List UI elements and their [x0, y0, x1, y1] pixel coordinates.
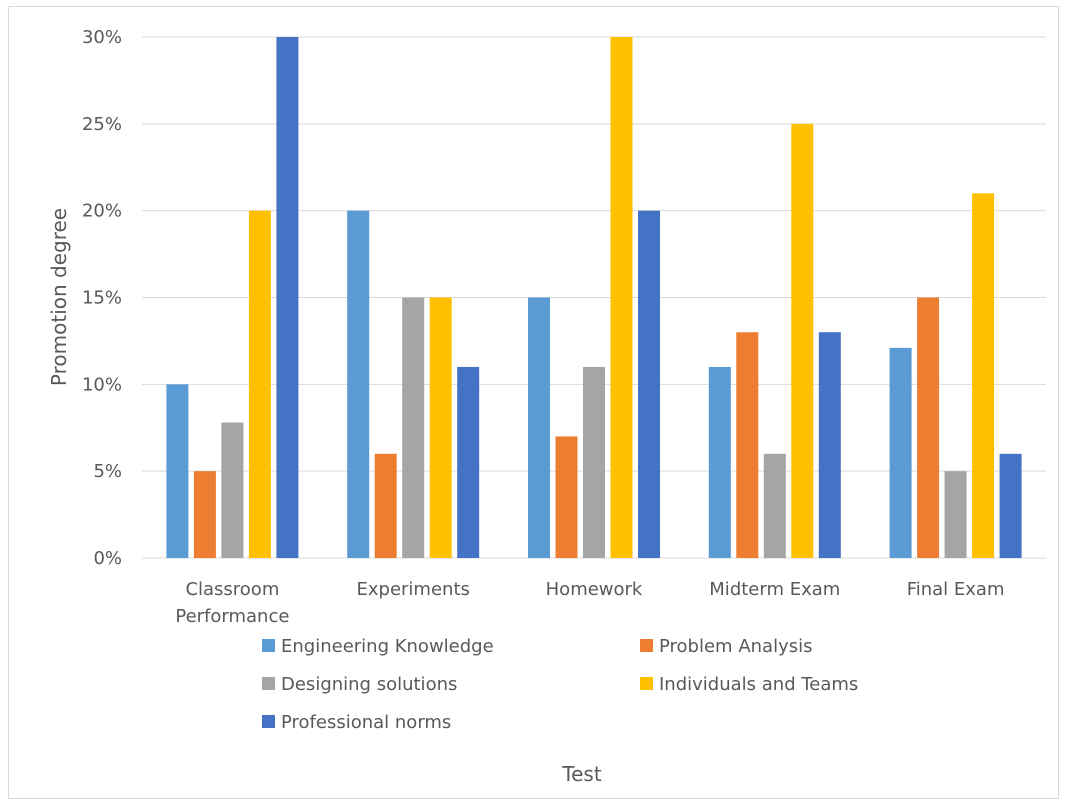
bar — [889, 347, 912, 558]
bar — [457, 366, 480, 558]
bar — [583, 366, 605, 558]
bar — [528, 297, 550, 558]
bar — [610, 37, 633, 558]
bar — [736, 332, 759, 558]
legend-swatch — [640, 677, 653, 690]
x-tick-label: Homework — [546, 579, 643, 600]
bar — [999, 453, 1022, 558]
y-tick-label: 20% — [82, 201, 122, 222]
x-tick-label: Performance — [175, 606, 289, 627]
x-tick-label: Classroom — [185, 579, 279, 600]
bar — [374, 453, 397, 558]
legend-label: Professional norms — [281, 712, 451, 733]
y-tick-label: 5% — [93, 461, 122, 482]
bar — [972, 193, 995, 559]
bar — [791, 123, 814, 558]
legend: Engineering Knowledge Problem Analysis Des… — [262, 636, 858, 733]
legend-swatch — [640, 639, 653, 652]
y-tick-label: 30% — [82, 27, 122, 48]
bar — [193, 471, 216, 558]
bar — [763, 453, 786, 558]
legend-swatch — [262, 639, 275, 652]
legend-label: Designing solutions — [281, 674, 457, 695]
bar — [402, 297, 425, 558]
y-axis-ticks: 0% 5% 10% 15% 20% 25% 30% — [82, 27, 122, 569]
bar — [944, 471, 967, 558]
x-axis-ticks: Classroom Performance Experiments Homework M… — [175, 579, 1004, 627]
y-tick-label: 0% — [93, 548, 122, 569]
x-tick-label: Final Exam — [907, 579, 1005, 600]
bar — [638, 210, 660, 558]
bar — [221, 422, 244, 558]
bar — [708, 366, 731, 558]
x-tick-label: Experiments — [357, 579, 470, 600]
bar — [917, 297, 940, 558]
bar — [818, 332, 841, 558]
bar — [347, 210, 370, 558]
bar — [248, 210, 271, 558]
bar — [276, 37, 299, 558]
legend-swatch — [262, 677, 275, 690]
bars — [166, 37, 1022, 559]
legend-label: Individuals and Teams — [659, 674, 858, 695]
bar — [166, 384, 189, 558]
y-axis-title: Promotion degree — [47, 208, 71, 386]
legend-label: Engineering Knowledge — [281, 636, 494, 657]
x-tick-label: Midterm Exam — [709, 579, 840, 600]
y-tick-label: 10% — [82, 374, 122, 395]
legend-label: Problem Analysis — [659, 636, 812, 657]
y-tick-label: 25% — [82, 114, 122, 135]
legend-swatch — [262, 715, 275, 728]
bar — [429, 297, 452, 558]
y-tick-label: 15% — [82, 288, 122, 309]
x-axis-title: Test — [561, 762, 602, 786]
bar — [555, 436, 578, 558]
